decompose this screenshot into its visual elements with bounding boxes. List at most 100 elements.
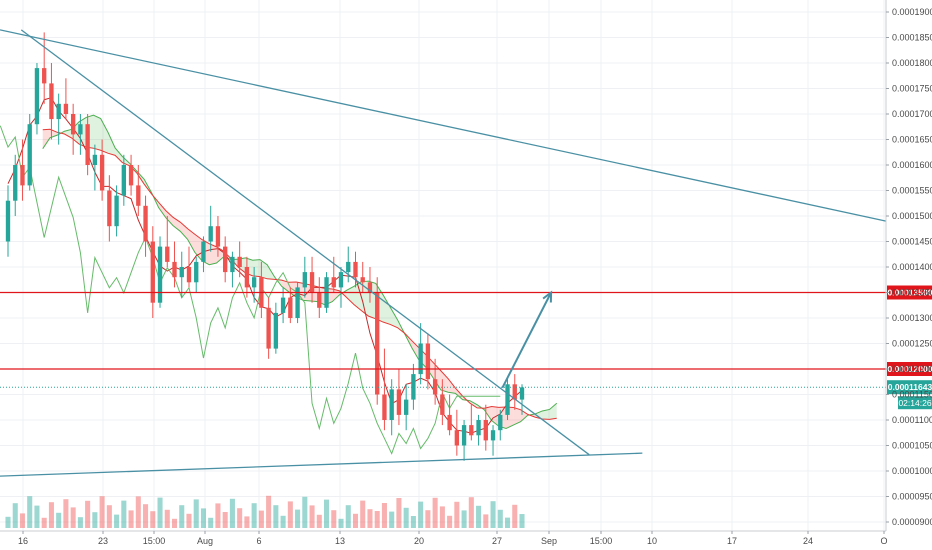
candle-body bbox=[338, 272, 344, 288]
candle-body bbox=[128, 165, 134, 186]
candle-body bbox=[418, 343, 423, 375]
candle-body bbox=[92, 154, 98, 165]
candle bbox=[172, 241, 177, 288]
candle-body bbox=[215, 226, 221, 247]
candle bbox=[13, 154, 18, 216]
y-tick-label: 0.00009500 bbox=[892, 492, 932, 502]
candle-body bbox=[440, 394, 445, 415]
volume-bar bbox=[41, 517, 47, 528]
candle-body bbox=[179, 267, 184, 278]
candle-body bbox=[186, 267, 192, 283]
candle bbox=[353, 251, 358, 288]
candle-body bbox=[237, 256, 242, 267]
candle-body bbox=[505, 384, 510, 415]
x-tick-label: 6 bbox=[256, 536, 261, 546]
candle bbox=[411, 363, 416, 410]
y-tick-label: 0.00012500 bbox=[892, 339, 932, 349]
x-tick-label: 27 bbox=[492, 536, 502, 546]
volume-bar bbox=[468, 497, 474, 528]
candle-body bbox=[56, 103, 61, 120]
volume-bar bbox=[56, 512, 62, 528]
x-tick-label: Aug bbox=[197, 536, 213, 546]
y-tick-label: 0.00010000 bbox=[892, 466, 932, 476]
trendline bbox=[20, 29, 590, 456]
volume-bar bbox=[128, 510, 134, 528]
volume-bar bbox=[418, 501, 424, 528]
trendline bbox=[0, 452, 643, 477]
candle-body bbox=[461, 425, 467, 446]
candle-body bbox=[411, 374, 416, 400]
horizontal-levels bbox=[0, 291, 886, 388]
candle-body bbox=[425, 343, 431, 380]
volume-bar bbox=[324, 499, 330, 528]
candle-body bbox=[150, 241, 155, 303]
volume-bar bbox=[309, 505, 315, 528]
volume-bar bbox=[99, 496, 105, 528]
candle bbox=[56, 93, 61, 145]
x-tick-label: 24 bbox=[803, 536, 813, 546]
candle bbox=[389, 379, 394, 436]
cloud-segment bbox=[158, 202, 166, 218]
candle bbox=[425, 333, 431, 390]
cloud-segment bbox=[448, 378, 456, 394]
y-tick-label: 0.00014500 bbox=[892, 237, 932, 247]
volume-bar bbox=[273, 505, 279, 528]
candle bbox=[375, 277, 380, 405]
volume-bar bbox=[352, 513, 359, 528]
candle bbox=[490, 425, 496, 456]
price-level-tag bbox=[887, 362, 932, 376]
candle bbox=[403, 384, 409, 431]
candle-body bbox=[288, 297, 293, 318]
y-tick-label: 0.00018000 bbox=[892, 58, 932, 68]
candle bbox=[42, 32, 47, 104]
volume-bar bbox=[5, 516, 11, 528]
volume-bar bbox=[150, 511, 156, 528]
y-tick-label: 0.00013000 bbox=[892, 313, 932, 323]
volume-bar bbox=[316, 514, 322, 528]
volume-bar bbox=[200, 508, 206, 528]
candle-body bbox=[295, 287, 300, 318]
volume-bar bbox=[70, 507, 76, 528]
volume-bar bbox=[164, 509, 170, 528]
volume-bar bbox=[331, 510, 337, 528]
candle bbox=[295, 282, 300, 324]
candle-body bbox=[309, 272, 315, 293]
volume-bar bbox=[143, 504, 149, 528]
volume-bar bbox=[63, 499, 69, 528]
candle bbox=[498, 409, 503, 441]
candle-body bbox=[194, 261, 199, 283]
volume-bar bbox=[504, 517, 511, 528]
y-tick-label: 0.00017000 bbox=[892, 109, 932, 119]
cloud-segment bbox=[173, 217, 181, 232]
candle-body bbox=[396, 389, 402, 415]
candle-body bbox=[469, 425, 474, 436]
candle bbox=[78, 114, 83, 155]
volume-bar bbox=[497, 509, 503, 528]
candle-body bbox=[302, 272, 307, 288]
candle-body bbox=[519, 387, 525, 400]
candle bbox=[186, 246, 192, 288]
y-tick-label: 0.00016000 bbox=[892, 160, 932, 170]
volume-bar bbox=[77, 517, 83, 528]
candle bbox=[230, 251, 235, 288]
volume-bar bbox=[121, 500, 127, 528]
candle bbox=[447, 394, 452, 436]
candle-body bbox=[389, 389, 394, 420]
y-tick-label: 0.00019000 bbox=[892, 7, 932, 17]
volume-bar bbox=[171, 518, 178, 528]
cloud-segment bbox=[542, 409, 550, 420]
candle bbox=[150, 226, 155, 318]
candle-body bbox=[251, 277, 257, 288]
time-axis: 16 23 15:00 Aug 6 13 20 27 Sep 15:00 10 17 24 O bbox=[0, 530, 888, 546]
volume-bar bbox=[396, 498, 402, 528]
volume-bar bbox=[461, 510, 467, 528]
candle-body bbox=[63, 103, 69, 114]
candle-body bbox=[49, 83, 54, 120]
candle bbox=[128, 154, 134, 196]
volume-bar bbox=[381, 503, 387, 528]
candle-body bbox=[99, 154, 105, 191]
candle bbox=[165, 216, 170, 267]
cloud-segment bbox=[411, 340, 420, 361]
volume-bar bbox=[389, 511, 395, 528]
